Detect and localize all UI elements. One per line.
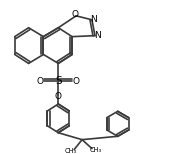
- Text: CH₃: CH₃: [65, 148, 77, 154]
- Text: O: O: [73, 77, 80, 86]
- Text: S: S: [55, 76, 62, 86]
- Text: N: N: [91, 15, 97, 24]
- Text: O: O: [37, 77, 44, 86]
- Text: O: O: [72, 10, 79, 19]
- Text: CH₃: CH₃: [90, 147, 102, 153]
- Text: O: O: [55, 92, 62, 101]
- Text: N: N: [95, 31, 101, 40]
